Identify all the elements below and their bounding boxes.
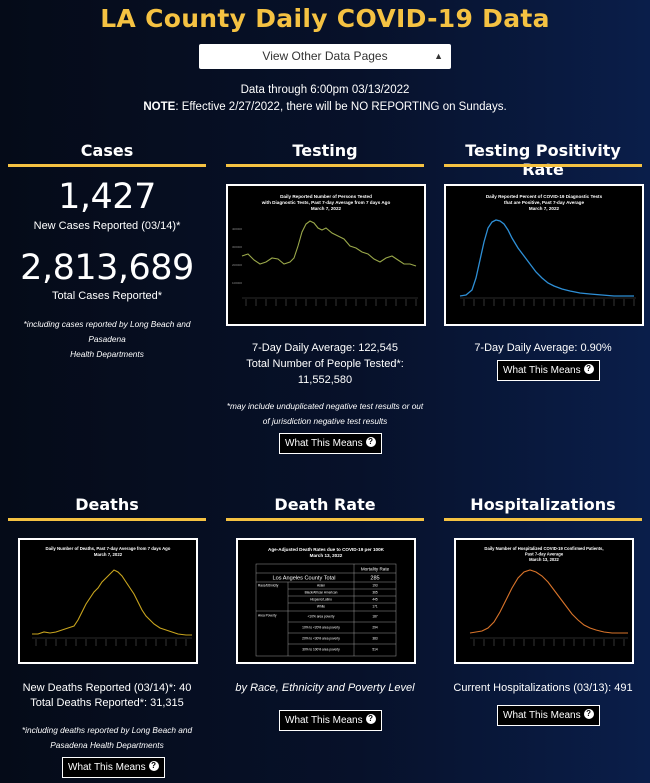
positivity-chart-title-3: March 7, 2022 [529, 206, 560, 211]
new-cases-value: 1,427 [58, 177, 156, 217]
cases-divider [8, 164, 206, 167]
hosp-chart-title-3: March 13, 2022 [529, 557, 559, 562]
mortality-rate-header: Mortality Rate [361, 567, 390, 572]
deaths-footnote: *including deaths reported by Long Beach… [21, 725, 193, 750]
new-cases-label: New Cases Reported (03/14)* [33, 220, 181, 232]
death-rate-row-value: 365 [372, 591, 378, 595]
death-rate-divider [226, 518, 424, 521]
current-hospitalizations-label: Current Hospitalizations (03/13): 491 [453, 682, 633, 694]
testing-trend-line [241, 220, 417, 267]
total-cases-value: 2,813,689 [20, 248, 194, 288]
death-rate-row-value: 514 [372, 648, 378, 652]
deaths-trend-line [32, 569, 192, 636]
testing-divider [226, 164, 424, 167]
deaths-what-this-means-button[interactable]: What This Means? [62, 757, 165, 778]
county-total-label: Los Angeles County Total [272, 576, 335, 582]
positivity-avg-label: 7-Day Daily Average: 0.90% [474, 342, 612, 354]
question-circle-icon: ? [583, 364, 594, 375]
testing-avg-label: 7-Day Daily Average: 122,545 [252, 342, 398, 354]
positivity-title: Testing Positivity Rate [465, 141, 621, 179]
death-rate-what-this-means-button[interactable]: What This Means? [279, 710, 382, 731]
death-rate-row-label: <10% area poverty [308, 615, 335, 619]
updown-arrow-icon: ▲ [434, 51, 443, 61]
positivity-chart[interactable]: Daily Reported Percent of COVID-19 Diagn… [444, 184, 644, 326]
death-rate-row-label: 30% to 100% area poverty [302, 648, 340, 652]
testing-total-label: Total Number of People Tested*: [246, 358, 404, 370]
death-rate-row-label: Hispanic/Latino [310, 598, 332, 602]
death-rate-row-label: White [317, 605, 325, 609]
death-rate-row-value: 187 [372, 615, 378, 619]
positivity-divider [444, 164, 642, 167]
death-rate-row-value: 445 [372, 598, 378, 602]
hospitalizations-chart[interactable]: Daily Number of Hospitalized COVID-19 Co… [454, 538, 634, 664]
data-pages-select[interactable]: View Other Data Pages ▲ [199, 44, 451, 69]
race-group-label: Race/Ethnicity [258, 584, 279, 588]
positivity-trend-line [459, 219, 634, 297]
svg-text:300000: 300000 [232, 245, 242, 249]
county-total-value: 285 [370, 576, 379, 582]
testing-chart-title-3: March 7, 2022 [311, 206, 342, 211]
total-deaths-label: Total Deaths Reported*: 31,315 [30, 697, 184, 709]
question-circle-icon: ? [365, 437, 376, 448]
positivity-what-this-means-button[interactable]: What This Means? [497, 360, 600, 381]
testing-title: Testing [292, 141, 358, 160]
hospitalizations-trend-line [469, 569, 628, 634]
death-rate-row-label: Black/African American [305, 591, 338, 595]
testing-chart-title-2: with Diagnostic Tests, Past 7-day Averag… [261, 200, 391, 205]
hospitalizations-divider [444, 518, 642, 521]
death-rate-table-image[interactable]: Age-Adjusted Death Rates due to COVID-19… [236, 538, 416, 664]
death-rate-row-value: 294 [372, 626, 378, 630]
death-rate-chart-title-2: March 13, 2022 [310, 553, 343, 558]
hosp-chart-title-2: Past 7-day Average [525, 552, 564, 557]
testing-total-value: 11,552,580 [297, 374, 353, 386]
hosp-chart-title-1: Daily Number of Hospitalized COVID-19 Co… [484, 546, 603, 551]
question-circle-icon: ? [583, 709, 594, 720]
death-rate-title: Death Rate [274, 495, 376, 514]
deaths-divider [8, 518, 206, 521]
svg-text:200000: 200000 [232, 263, 242, 267]
reporting-note: NOTE: Effective 2/27/2022, there will be… [143, 101, 507, 113]
hospitalizations-title: Hospitalizations [470, 495, 616, 514]
hospitalizations-what-this-means-button[interactable]: What This Means? [497, 705, 600, 726]
testing-chart-title-1: Daily Reported Number of Persons Tested [280, 194, 372, 199]
death-rate-chart-title-1: Age-Adjusted Death Rates due to COVID-19… [268, 547, 385, 552]
question-circle-icon: ? [365, 714, 376, 725]
testing-chart[interactable]: Daily Reported Number of Persons Tested … [226, 184, 426, 326]
question-circle-icon: ? [148, 761, 159, 772]
cases-footnote: *including cases reported by Long Beach … [23, 319, 191, 359]
cases-title: Cases [80, 141, 134, 160]
death-rate-row-label: 20% to <30% area poverty [302, 637, 340, 641]
data-through-text: Data through 6:00pm 03/13/2022 [240, 84, 410, 96]
svg-text:400000: 400000 [232, 227, 242, 231]
positivity-chart-title-1: Daily Reported Percent of COVID-19 Diagn… [486, 194, 603, 199]
select-label: View Other Data Pages [262, 49, 388, 63]
testing-what-this-means-button[interactable]: What This Means? [279, 433, 382, 454]
deaths-chart-title-2: March 7, 2022 [94, 552, 123, 557]
page-title: LA County Daily COVID-19 Data [100, 4, 550, 33]
deaths-title: Deaths [75, 495, 139, 514]
poverty-group-label: Area Poverty [258, 614, 277, 618]
deaths-chart[interactable]: Daily Number of Deaths, Past 7-day Avera… [18, 538, 198, 664]
deaths-chart-title-1: Daily Number of Deaths, Past 7-day Avera… [46, 546, 171, 551]
svg-text:100000: 100000 [232, 281, 242, 285]
death-rate-row-value: 193 [372, 584, 378, 588]
new-deaths-label: New Deaths Reported (03/14)*: 40 [22, 682, 192, 694]
total-cases-label: Total Cases Reported* [51, 290, 163, 302]
death-rate-row-value: 383 [372, 637, 378, 641]
death-rate-row-label: 10% to <20% area poverty [302, 626, 340, 630]
death-rate-row-value: 171 [372, 605, 378, 609]
death-rate-caption: by Race, Ethnicity and Poverty Level [235, 682, 415, 694]
death-rate-row-label: Asian [317, 584, 325, 588]
testing-footnote: *may include unduplicated negative test … [226, 401, 424, 426]
positivity-chart-title-2: that are Positive, Past 7-day Average [504, 200, 585, 205]
